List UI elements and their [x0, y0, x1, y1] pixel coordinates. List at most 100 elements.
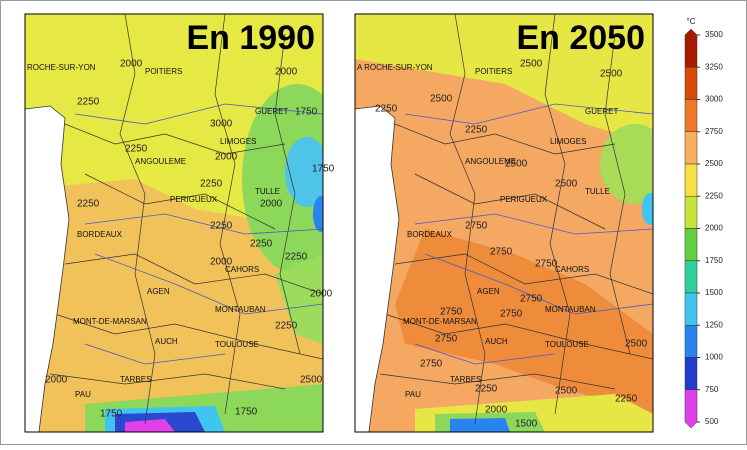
city-label: MONTAUBAN [545, 305, 596, 314]
panel-title: En 2050 [516, 19, 645, 57]
border [54, 313, 323, 360]
contour-label: 2000 [485, 405, 508, 416]
contour-label: 2000 [120, 59, 143, 70]
panel-title: En 1990 [186, 19, 315, 57]
city-label: ANGOULEME [135, 157, 186, 166]
border [604, 33, 631, 355]
climate-zone [25, 179, 323, 432]
river [414, 213, 653, 235]
colorbar-unit: °C [687, 17, 696, 26]
contour-label: 2500 [300, 375, 323, 386]
city-label: LIMOGES [220, 137, 256, 146]
city-label: TOULOUSE [545, 340, 589, 349]
contour-label: 2750 [500, 309, 523, 320]
colorbar-tick-label: 2250 [705, 191, 723, 200]
contour-label: 2750 [440, 307, 463, 318]
border [394, 253, 653, 295]
river [74, 103, 323, 125]
climate-zone [242, 84, 323, 274]
city-label: PERIGUEUX [170, 195, 218, 204]
city-label: TULLE [585, 187, 610, 196]
city-label: MONT-DE-MARSAN [73, 317, 147, 326]
climate-zone [313, 196, 323, 232]
contour-label: 2250 [285, 252, 308, 263]
contour-label: 2250 [275, 321, 298, 332]
river [424, 253, 653, 315]
colorbar-tick-label: 750 [705, 385, 719, 394]
city-label: BORDEAUX [77, 230, 123, 239]
border [64, 253, 323, 295]
contour-label: 2250 [250, 239, 273, 250]
color-band [684, 389, 698, 429]
border [214, 14, 241, 415]
border [384, 313, 653, 360]
city-label: PERIGUEUX [500, 195, 548, 204]
city-label: POITIERS [475, 67, 512, 76]
contour-label: 2500 [520, 59, 543, 70]
contour-label: 2750 [435, 334, 458, 345]
color-band [684, 163, 698, 197]
city-label: TOULOUSE [215, 340, 259, 349]
contour-label: 3000 [210, 119, 233, 130]
contour-label: 2750 [535, 259, 558, 270]
map-panel: A ROCHE-SUR-YON POITIERS GUERET LIMOGES ANGO… [354, 13, 654, 433]
border [449, 14, 486, 425]
city-label: PAU [405, 390, 421, 399]
contour-label: 2250 [375, 104, 398, 115]
border [414, 173, 606, 230]
border [274, 33, 301, 355]
color-band [684, 260, 698, 294]
contour-label: 2250 [200, 179, 223, 190]
contour-label: 2500 [505, 159, 528, 170]
city-label: ROCHE-SUR-YON [27, 63, 96, 72]
map [25, 14, 323, 432]
city-label: GUERET [255, 107, 288, 116]
colorbar-tick-label: 1000 [705, 353, 723, 362]
contour-label: 2500 [555, 386, 578, 397]
climate-zone [275, 254, 323, 344]
climate-zone [450, 418, 510, 432]
colorbar-tick-label: 1500 [705, 288, 723, 297]
river [414, 343, 556, 365]
contour-label: 2250 [465, 125, 488, 136]
map-panel: ROCHE-SUR-YON POITIERS GUERET LIMOGES ANGOUL… [24, 13, 335, 433]
contour-label: 2750 [465, 221, 488, 232]
city-label: AGEN [477, 287, 500, 296]
river [94, 253, 323, 315]
river [84, 343, 226, 365]
contour-label: 1750 [100, 409, 123, 420]
contour-label: 2750 [520, 294, 543, 305]
colorbar-tick-label: 2750 [705, 127, 723, 136]
contour-label: 2000 [260, 199, 283, 210]
colorbar-tick-label: 1250 [705, 320, 723, 329]
city-label: GUERET [585, 107, 618, 116]
contour-label: 2250 [210, 221, 233, 232]
city-label: AUCH [155, 337, 178, 346]
contour-label: 2000 [45, 375, 68, 386]
river [84, 213, 323, 235]
contour-label: 1750 [235, 407, 258, 418]
contour-label: 2000 [275, 67, 298, 78]
city-label: BORDEAUX [407, 230, 453, 239]
border [64, 123, 286, 155]
color-band [684, 28, 698, 68]
city-label: AUCH [485, 337, 508, 346]
map-border [24, 13, 324, 433]
contour-label: 2250 [77, 199, 100, 210]
city-label: MONTAUBAN [215, 305, 266, 314]
contour-label: 2500 [625, 339, 648, 350]
color-band [684, 196, 698, 229]
city-label: PAU [75, 390, 91, 399]
contour-label: 2750 [490, 247, 513, 258]
border [379, 373, 616, 390]
color-band [684, 99, 698, 132]
contour-label: 2250 [475, 384, 498, 395]
climate-zone [642, 193, 653, 225]
color-band [684, 292, 698, 326]
city-label: TULLE [255, 187, 280, 196]
map [355, 14, 653, 432]
city-label: TARBES [450, 375, 481, 384]
contour-label: 2250 [125, 144, 148, 155]
contour-label: 2500 [555, 179, 578, 190]
